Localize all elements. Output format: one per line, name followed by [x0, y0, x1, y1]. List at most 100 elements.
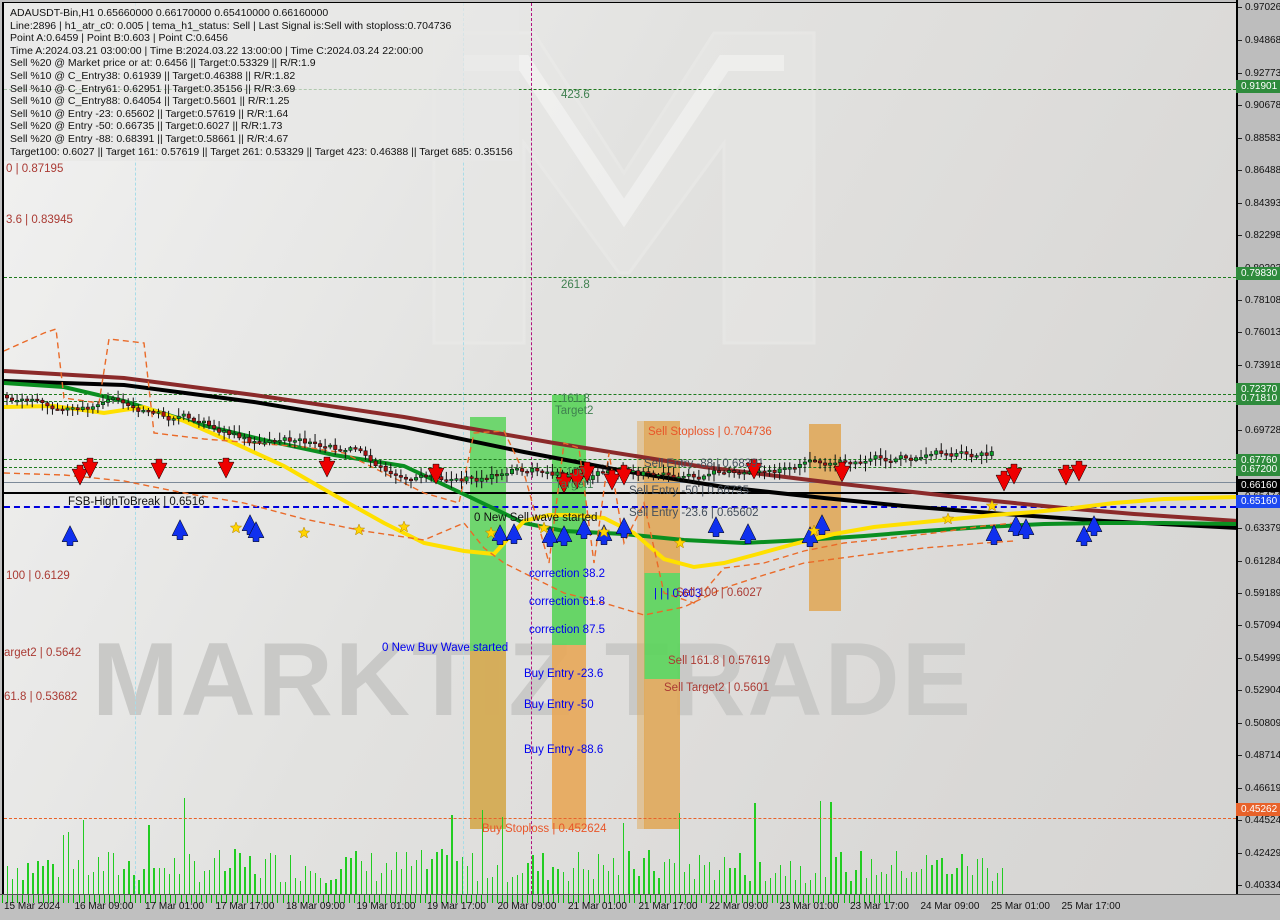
time-grid-tick: [639, 895, 641, 903]
time-grid-tick: [578, 895, 580, 903]
buy-arrow-icon: [171, 519, 189, 540]
volume-bar: [820, 800, 822, 894]
chart-label-4: 61.8 | 0.53682: [4, 691, 78, 703]
tick-dash-icon: [1238, 625, 1242, 627]
time-grid-tick: [170, 895, 172, 903]
time-tick-15: 25 Mar 17:00: [1061, 901, 1121, 912]
candle-body: [302, 438, 307, 444]
candle-body: [424, 474, 429, 478]
chart-label-21: Sell 100 | 0.6027: [676, 587, 763, 599]
candle-body: [65, 407, 70, 411]
time-tick-4: 18 Mar 09:00: [286, 901, 345, 912]
time-grid-tick: [506, 895, 508, 903]
volume-bar: [365, 870, 367, 894]
time-grid-tick: [466, 895, 468, 903]
candle-body: [166, 416, 171, 421]
time-grid-tick: [603, 895, 605, 903]
price-tick-7: 0.84393: [1238, 197, 1280, 210]
volume-bar: [794, 879, 797, 894]
price-tick-label: 0.67760: [1241, 455, 1278, 467]
chart-label-5: FSB-HighToBreak | 0.6516: [68, 496, 205, 508]
candle-body: [222, 430, 227, 433]
volume-bar: [719, 870, 721, 894]
price-tick-label: 0.78108: [1245, 294, 1280, 306]
time-grid-tick: [272, 895, 274, 903]
time-tick-3: 17 Mar 17:00: [215, 901, 275, 912]
candle-body: [535, 467, 540, 472]
time-grid-tick: [726, 895, 728, 903]
time-axis[interactable]: 15 Mar 2024 16 Mar 09:00 17 Mar 01:00 17 Ma…: [0, 894, 1280, 920]
candle-body: [681, 476, 686, 479]
tick-dash-icon: [1238, 787, 1242, 789]
volume-bar: [279, 881, 282, 894]
fractal-envelope-lower: [4, 472, 1015, 616]
time-grid-tick: [690, 895, 692, 903]
tick-dash-icon: [1238, 657, 1242, 659]
price-level-line-9: [4, 818, 1236, 819]
candle-body: [50, 405, 55, 410]
candle-body: [934, 450, 939, 455]
volume-bar: [749, 881, 751, 894]
time-grid-tick: [139, 895, 141, 903]
time-grid-tick: [471, 895, 473, 903]
time-grid-tick: [659, 895, 661, 903]
price-axis[interactable]: 0.97026 0.94868 0.92773 0.91901 0.90678 0.885…: [1236, 0, 1280, 894]
time-grid-tick: [246, 895, 248, 903]
candle-body: [989, 451, 994, 456]
candle-body: [949, 453, 954, 457]
volume-bar: [698, 854, 701, 894]
candle-body: [414, 477, 419, 481]
time-tick-13: 24 Mar 09:00: [920, 901, 980, 912]
time-tick-6: 19 Mar 17:00: [427, 901, 486, 912]
candle-body: [151, 410, 156, 414]
ma-yellow-line: [4, 403, 1236, 570]
candle-body: [545, 471, 550, 474]
candle-body: [686, 473, 691, 477]
candle-body: [449, 478, 454, 482]
tick-dash-icon: [1238, 852, 1242, 854]
volume-bar: [82, 819, 85, 894]
time-grid-tick: [98, 895, 100, 903]
price-tick-label: 0.91901: [1241, 81, 1278, 93]
time-grid-tick: [7, 895, 9, 903]
signal-star-icon: [597, 525, 611, 538]
price-tick-label: 0.52904: [1245, 685, 1280, 697]
tick-dash-icon: [1238, 170, 1242, 172]
sell-arrow-icon: [1070, 460, 1088, 482]
chart-plot-area[interactable]: MARKTIZ TRADE 0 | 0.87195 3.6 | 0.83945 10…: [2, 2, 1236, 894]
volume-bar: [133, 875, 135, 894]
chart-label-26: Buy Entry -50: [524, 699, 594, 711]
volume-bar: [567, 880, 569, 894]
time-grid-tick: [160, 895, 162, 903]
volume-bar: [229, 868, 231, 894]
volume-bar: [345, 857, 347, 894]
buy-arrow-icon: [505, 523, 523, 544]
volume-bar: [921, 868, 923, 894]
header-line-3: Time A:2024.03.21 03:00:00 | Time B:2024…: [10, 44, 424, 57]
price-level-line-3: [4, 401, 1236, 402]
time-grid-tick: [879, 895, 881, 903]
sell-arrow-icon: [81, 457, 99, 479]
time-grid-tick: [277, 895, 279, 903]
volume-bar: [486, 877, 489, 894]
price-tick-21: 0.65160: [1236, 494, 1280, 508]
price-tick-8: 0.82298: [1238, 229, 1280, 242]
time-grid-tick: [308, 895, 309, 903]
time-grid-tick: [83, 895, 85, 903]
time-grid-tick: [802, 895, 804, 903]
candle-body: [373, 460, 378, 467]
time-grid-tick: [583, 895, 585, 903]
buy-arrow-icon: [615, 517, 633, 538]
price-tick-1: 0.94868: [1238, 34, 1280, 47]
volume-bar: [623, 822, 625, 894]
buy-arrow-icon: [595, 524, 613, 545]
time-grid-tick: [389, 895, 391, 903]
price-tick-29: 0.48714: [1238, 749, 1280, 762]
volume-bar: [421, 850, 423, 894]
volume-bar: [456, 860, 458, 894]
volume-bar: [981, 858, 984, 894]
price-tick-13: 0.73918: [1238, 359, 1280, 372]
time-grid-tick: [568, 895, 570, 903]
volume-bar: [77, 860, 80, 894]
